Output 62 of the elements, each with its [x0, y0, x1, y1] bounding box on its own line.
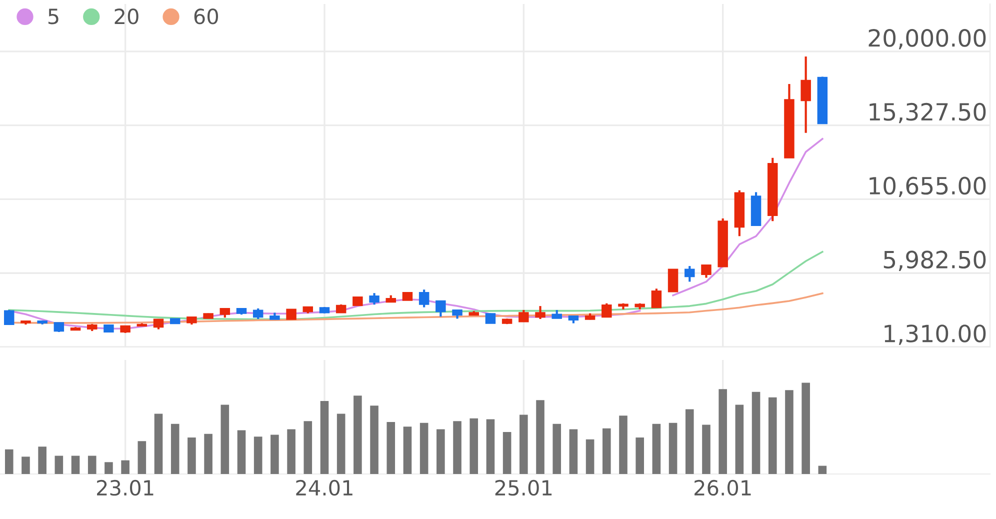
bar	[188, 438, 196, 474]
bar	[735, 404, 744, 474]
bar	[287, 429, 296, 474]
bar	[802, 382, 810, 474]
legend-label: 20	[114, 8, 138, 24]
bar	[320, 401, 329, 474]
bar	[552, 424, 562, 474]
legend-label: 60	[194, 8, 218, 24]
x-tick-label: 24.01	[296, 480, 352, 496]
bar	[4, 449, 14, 474]
x-tick-label: 25.01	[495, 480, 552, 496]
y-tick-label: 15,327.50	[870, 102, 986, 124]
bar	[520, 414, 528, 474]
y-tick-label: 20,000.00	[868, 29, 986, 50]
bar	[370, 406, 378, 474]
bar	[270, 434, 279, 474]
bar	[88, 456, 96, 474]
bar	[619, 416, 628, 474]
bar	[785, 390, 794, 474]
bar	[304, 421, 312, 474]
bar	[502, 432, 512, 474]
bar	[685, 409, 694, 474]
bar	[54, 456, 64, 474]
bar	[586, 439, 594, 474]
bar	[536, 400, 544, 474]
bar	[220, 404, 230, 474]
x-tick-label: 23.01	[97, 480, 154, 496]
bar	[470, 418, 478, 474]
bar	[237, 430, 246, 474]
bar	[752, 392, 760, 474]
bar	[71, 456, 80, 474]
bar	[336, 414, 346, 474]
bar	[22, 456, 30, 474]
bar	[436, 429, 445, 474]
legend-label: 5	[48, 8, 58, 24]
bar	[768, 397, 777, 474]
bar	[818, 466, 827, 474]
bar	[104, 462, 113, 474]
x-tick-label: 26.01	[694, 480, 751, 496]
y-tick-label: 10,655.00	[870, 176, 986, 198]
bar	[652, 424, 661, 474]
bar	[170, 424, 180, 474]
bar	[121, 460, 130, 474]
bar	[420, 422, 428, 474]
bar	[668, 422, 678, 474]
bar	[354, 396, 362, 474]
bar	[154, 414, 163, 474]
bar	[138, 441, 146, 474]
bar	[602, 428, 611, 474]
bar	[386, 422, 396, 474]
y-tick-label: 1,310.00	[884, 324, 986, 345]
bar	[453, 421, 462, 474]
bar	[569, 429, 578, 474]
bar	[486, 419, 495, 474]
bar	[204, 434, 212, 474]
bar	[254, 436, 262, 474]
bar	[403, 426, 412, 474]
bar	[718, 389, 727, 474]
bar	[702, 424, 710, 474]
bar	[636, 438, 644, 474]
y-tick-label: 5,982.50	[884, 250, 986, 271]
bar	[38, 446, 46, 474]
